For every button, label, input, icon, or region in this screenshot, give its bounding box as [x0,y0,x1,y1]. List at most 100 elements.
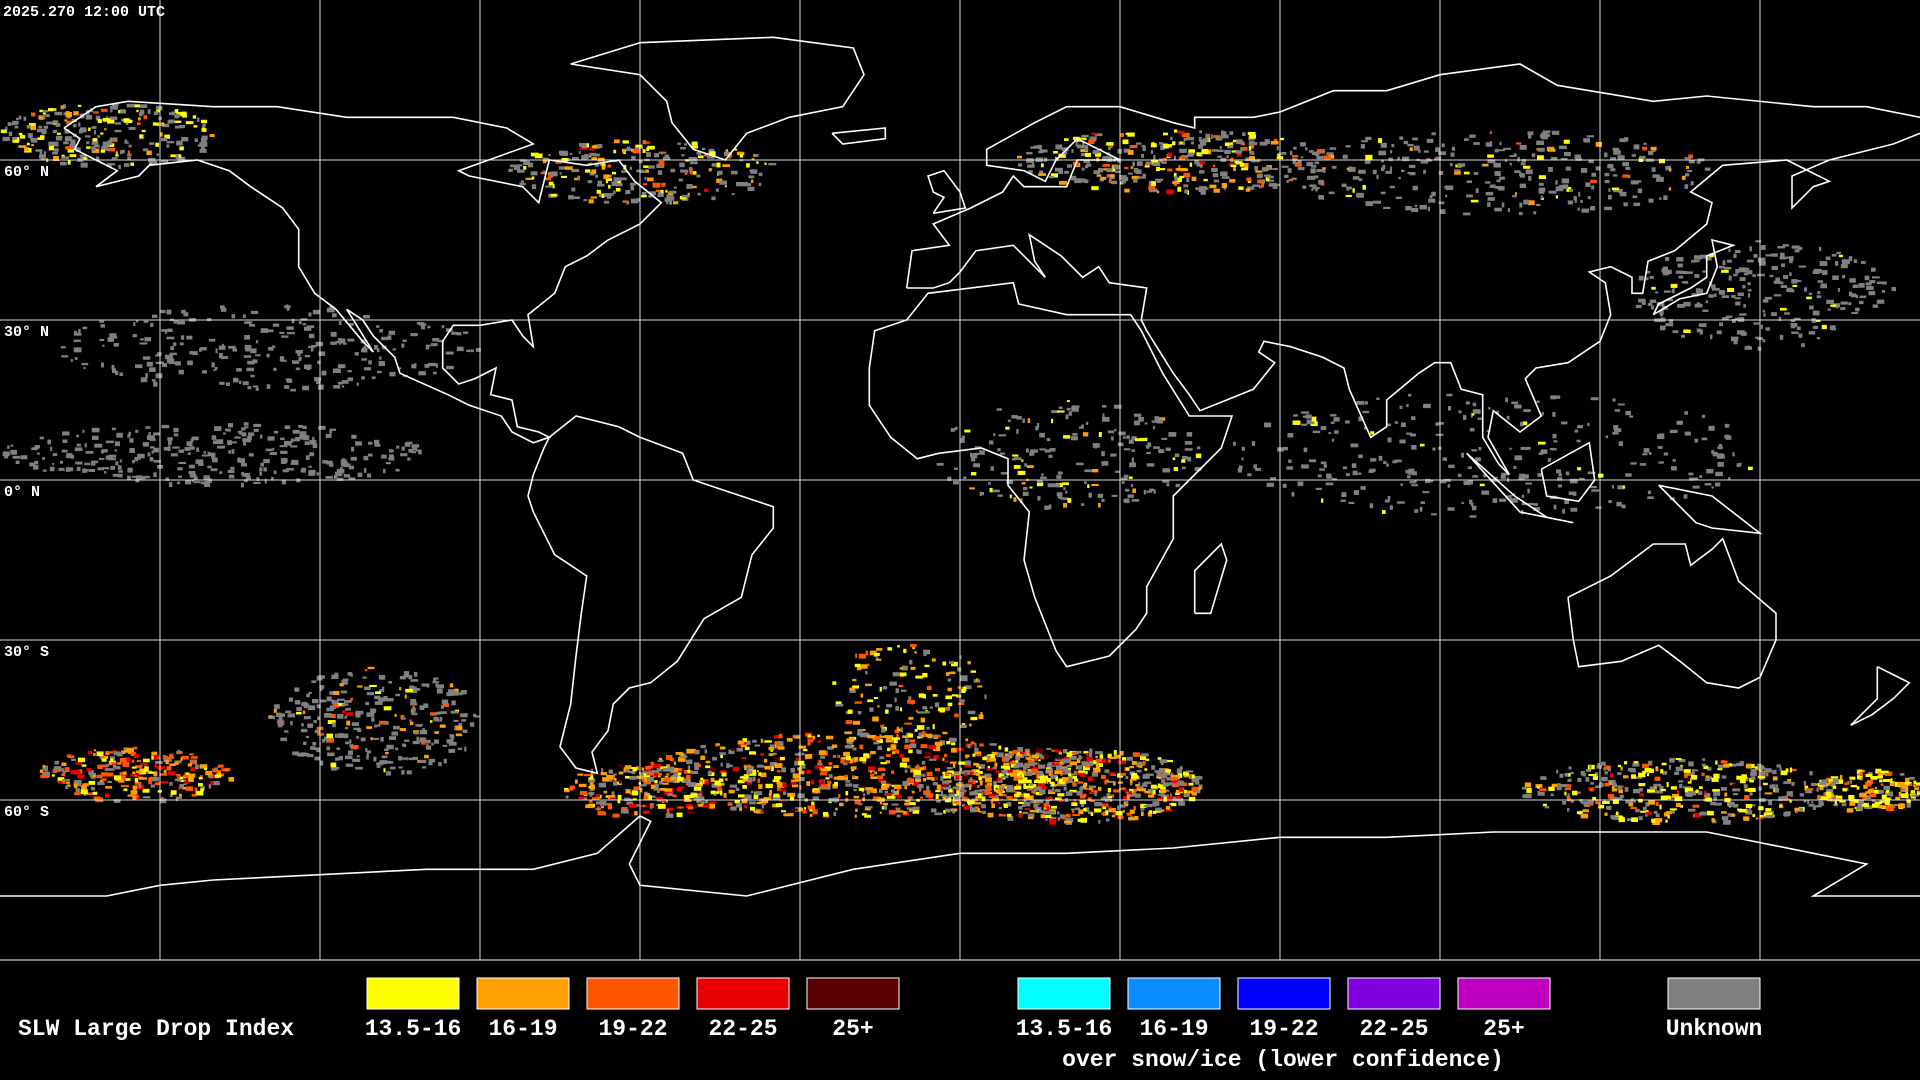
cloud-pixel [400,453,408,457]
cloud-pixel [279,445,288,448]
cloud-pixel [1097,786,1102,791]
cloud-pixel [787,792,796,797]
cloud-pixel [1675,758,1682,761]
cloud-pixel [1133,805,1136,811]
cloud-pixel [1124,166,1129,170]
cloud-pixel [66,115,72,119]
cloud-pixel [1745,777,1749,782]
cloud-pixel [889,681,897,686]
cloud-pixel [879,756,885,760]
cloud-pixel [977,771,983,775]
cloud-pixel [37,137,45,140]
cloud-pixel [1016,769,1022,773]
cloud-pixel [1184,448,1193,451]
cloud-pixel [662,156,671,160]
cloud-pixel [1348,166,1356,172]
cloud-pixel [1890,778,1893,783]
cloud-pixel [1703,765,1709,770]
cloud-pixel [1513,153,1517,157]
cloud-pixel [1301,423,1308,426]
cloud-pixel [266,384,271,389]
cloud-pixel [727,154,731,159]
cloud-pixel [530,171,538,176]
cloud-pixel [904,722,912,725]
cloud-pixel [989,793,996,797]
cloud-pixel [1179,141,1183,144]
cloud-pixel [1799,807,1803,812]
cloud-pixel [1557,783,1561,787]
cloud-pixel [1885,790,1889,794]
cloud-pixel [750,169,758,174]
cloud-pixel [39,154,46,159]
cloud-pixel [978,714,984,720]
cloud-pixel [1293,414,1298,417]
cloud-pixel [150,784,155,788]
cloud-pixel [124,757,131,763]
cloud-pixel [153,432,161,436]
cloud-pixel [1386,463,1389,467]
cloud-pixel [904,802,910,806]
cloud-pixel [995,794,998,800]
cloud-pixel [230,441,237,444]
cloud-pixel [307,723,314,728]
cloud-pixel [166,358,175,363]
cloud-pixel [1008,751,1013,754]
cloud-pixel [1553,440,1558,443]
cloud-pixel [307,705,316,711]
cloud-pixel [129,448,135,453]
cloud-pixel [923,790,931,795]
cloud-pixel [832,783,838,789]
cloud-pixel [1522,794,1527,799]
cloud-pixel [1543,777,1547,780]
cloud-pixel [373,756,377,762]
cloud-pixel [434,739,440,744]
cloud-pixel [31,112,36,117]
cloud-pixel [171,756,175,759]
cloud-pixel [424,754,429,759]
cloud-pixel [105,440,114,444]
cloud-pixel [908,809,915,812]
cloud-pixel [825,777,830,780]
cloud-pixel [431,742,434,746]
cloud-pixel [1608,779,1616,785]
cloud-pixel [1745,810,1753,815]
cloud-pixel [585,804,594,809]
cloud-pixel [1649,768,1654,773]
cloud-pixel [773,776,782,780]
cloud-pixel [166,766,172,771]
cloud-pixel [1399,405,1403,409]
cloud-pixel [1145,803,1153,808]
cloud-pixel [183,780,189,785]
cloud-pixel [52,120,59,124]
cloud-pixel [935,793,939,799]
cloud-pixel [760,738,764,743]
cloud-pixel [1170,136,1173,141]
cloud-pixel [1059,814,1065,819]
cloud-pixel [1158,774,1163,780]
cloud-pixel [1310,164,1317,168]
cloud-pixel [934,812,943,816]
cloud-pixel [597,180,603,186]
cloud-pixel [1110,773,1117,776]
cloud-pixel [1521,502,1527,506]
cloud-pixel [1820,796,1828,800]
cloud-pixel [265,448,273,452]
cloud-pixel [132,771,136,777]
cloud-pixel [10,449,18,455]
cloud-pixel [1720,787,1727,791]
cloud-pixel [93,130,96,135]
cloud-pixel [453,719,459,723]
cloud-pixel [719,180,728,185]
cloud-pixel [143,475,150,479]
cloud-pixel [286,304,289,309]
cloud-pixel [1816,336,1821,340]
cloud-pixel [314,377,322,382]
cloud-pixel [366,712,375,717]
cloud-pixel [665,813,674,818]
cloud-pixel [274,704,280,709]
cloud-pixel [1066,767,1071,770]
cloud-pixel [1006,479,1014,485]
cloud-pixel [73,330,77,335]
cloud-pixel [127,467,133,473]
cloud-pixel [1007,813,1012,817]
